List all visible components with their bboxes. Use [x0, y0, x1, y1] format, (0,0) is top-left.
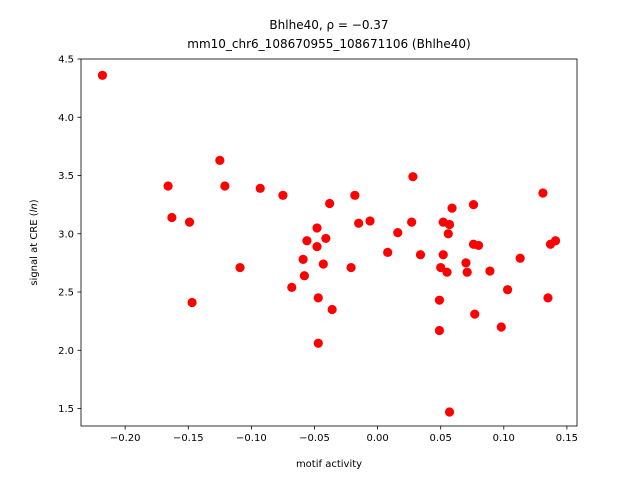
- data-point: [287, 282, 297, 292]
- data-point: [407, 217, 417, 227]
- data-point: [473, 240, 484, 251]
- data-point: [354, 218, 364, 228]
- data-point: [496, 322, 506, 332]
- data-point: [462, 267, 472, 277]
- data-points: [97, 70, 561, 417]
- data-point: [415, 250, 426, 260]
- x-tick-label: 0.05: [430, 433, 452, 444]
- data-point: [184, 217, 195, 227]
- data-point: [313, 338, 323, 348]
- data-point: [346, 262, 356, 273]
- y-axis-ticks: 1.5 2.0 2.5 3.0 3.5 4.0 4.5: [58, 55, 81, 415]
- data-point: [302, 236, 312, 246]
- data-point: [470, 309, 480, 319]
- chart-title-line2: mm10_chr6_108670955_108671106 (Bhlhe40): [187, 37, 470, 51]
- x-axis-label: motif activity: [296, 459, 362, 470]
- data-point: [515, 253, 525, 263]
- data-point: [383, 247, 393, 258]
- data-point: [444, 407, 455, 417]
- plot-frame: [80, 58, 578, 427]
- data-point: [312, 241, 322, 252]
- data-point: [442, 267, 452, 277]
- y-tick-label: 3.0: [58, 229, 74, 240]
- x-tick-label: −0.15: [173, 433, 204, 444]
- x-tick-label: 0.10: [493, 433, 515, 444]
- data-point: [312, 223, 322, 233]
- data-point: [538, 188, 548, 198]
- x-axis-ticks: −0.20 −0.15 −0.10 −0.05 0.00 0.05 0.10 0.15: [110, 426, 578, 444]
- data-point: [350, 190, 360, 200]
- data-point: [255, 183, 265, 193]
- data-point: [97, 70, 108, 80]
- data-point: [318, 259, 328, 269]
- y-tick-label: 1.5: [58, 404, 74, 415]
- data-point: [325, 198, 335, 209]
- data-point: [187, 297, 197, 308]
- x-tick-label: −0.10: [236, 433, 267, 444]
- data-point: [167, 212, 177, 223]
- data-point: [321, 233, 331, 244]
- data-point: [327, 304, 337, 315]
- data-point: [299, 271, 309, 281]
- data-point: [163, 181, 173, 191]
- chart-title: Bhlhe40, ρ = −0.37 mm10_chr6_108670955_1…: [187, 18, 470, 51]
- data-point: [434, 295, 445, 305]
- x-tick-label: −0.05: [299, 433, 330, 444]
- data-point: [434, 325, 445, 336]
- data-point: [444, 219, 455, 230]
- data-point: [550, 236, 561, 246]
- data-point: [408, 172, 418, 182]
- x-tick-label: −0.20: [110, 433, 141, 444]
- data-point: [443, 229, 453, 239]
- x-tick-label: 0.15: [556, 433, 578, 444]
- data-point: [461, 258, 471, 268]
- data-point: [313, 293, 323, 303]
- data-point: [365, 216, 375, 226]
- y-tick-label: 4.5: [58, 55, 74, 66]
- y-tick-label: 3.5: [58, 171, 74, 182]
- y-tick-label: 2.5: [58, 288, 74, 299]
- data-point: [468, 200, 479, 210]
- data-point: [220, 181, 230, 191]
- chart-title-line1: Bhlhe40, ρ = −0.37: [269, 18, 388, 32]
- data-point: [447, 203, 457, 213]
- x-tick-label: 0.00: [366, 433, 388, 444]
- y-tick-label: 2.0: [58, 346, 74, 357]
- data-point: [543, 293, 553, 303]
- y-axis-label: signal at CRE (ln): [29, 199, 40, 285]
- data-point: [215, 155, 225, 165]
- data-point: [436, 262, 446, 273]
- y-tick-label: 4.0: [58, 113, 74, 124]
- data-point: [502, 285, 513, 295]
- data-point: [298, 254, 308, 264]
- data-point: [438, 250, 448, 260]
- data-point: [278, 190, 288, 200]
- data-point: [235, 262, 245, 273]
- data-point: [485, 266, 495, 276]
- data-point: [393, 227, 403, 238]
